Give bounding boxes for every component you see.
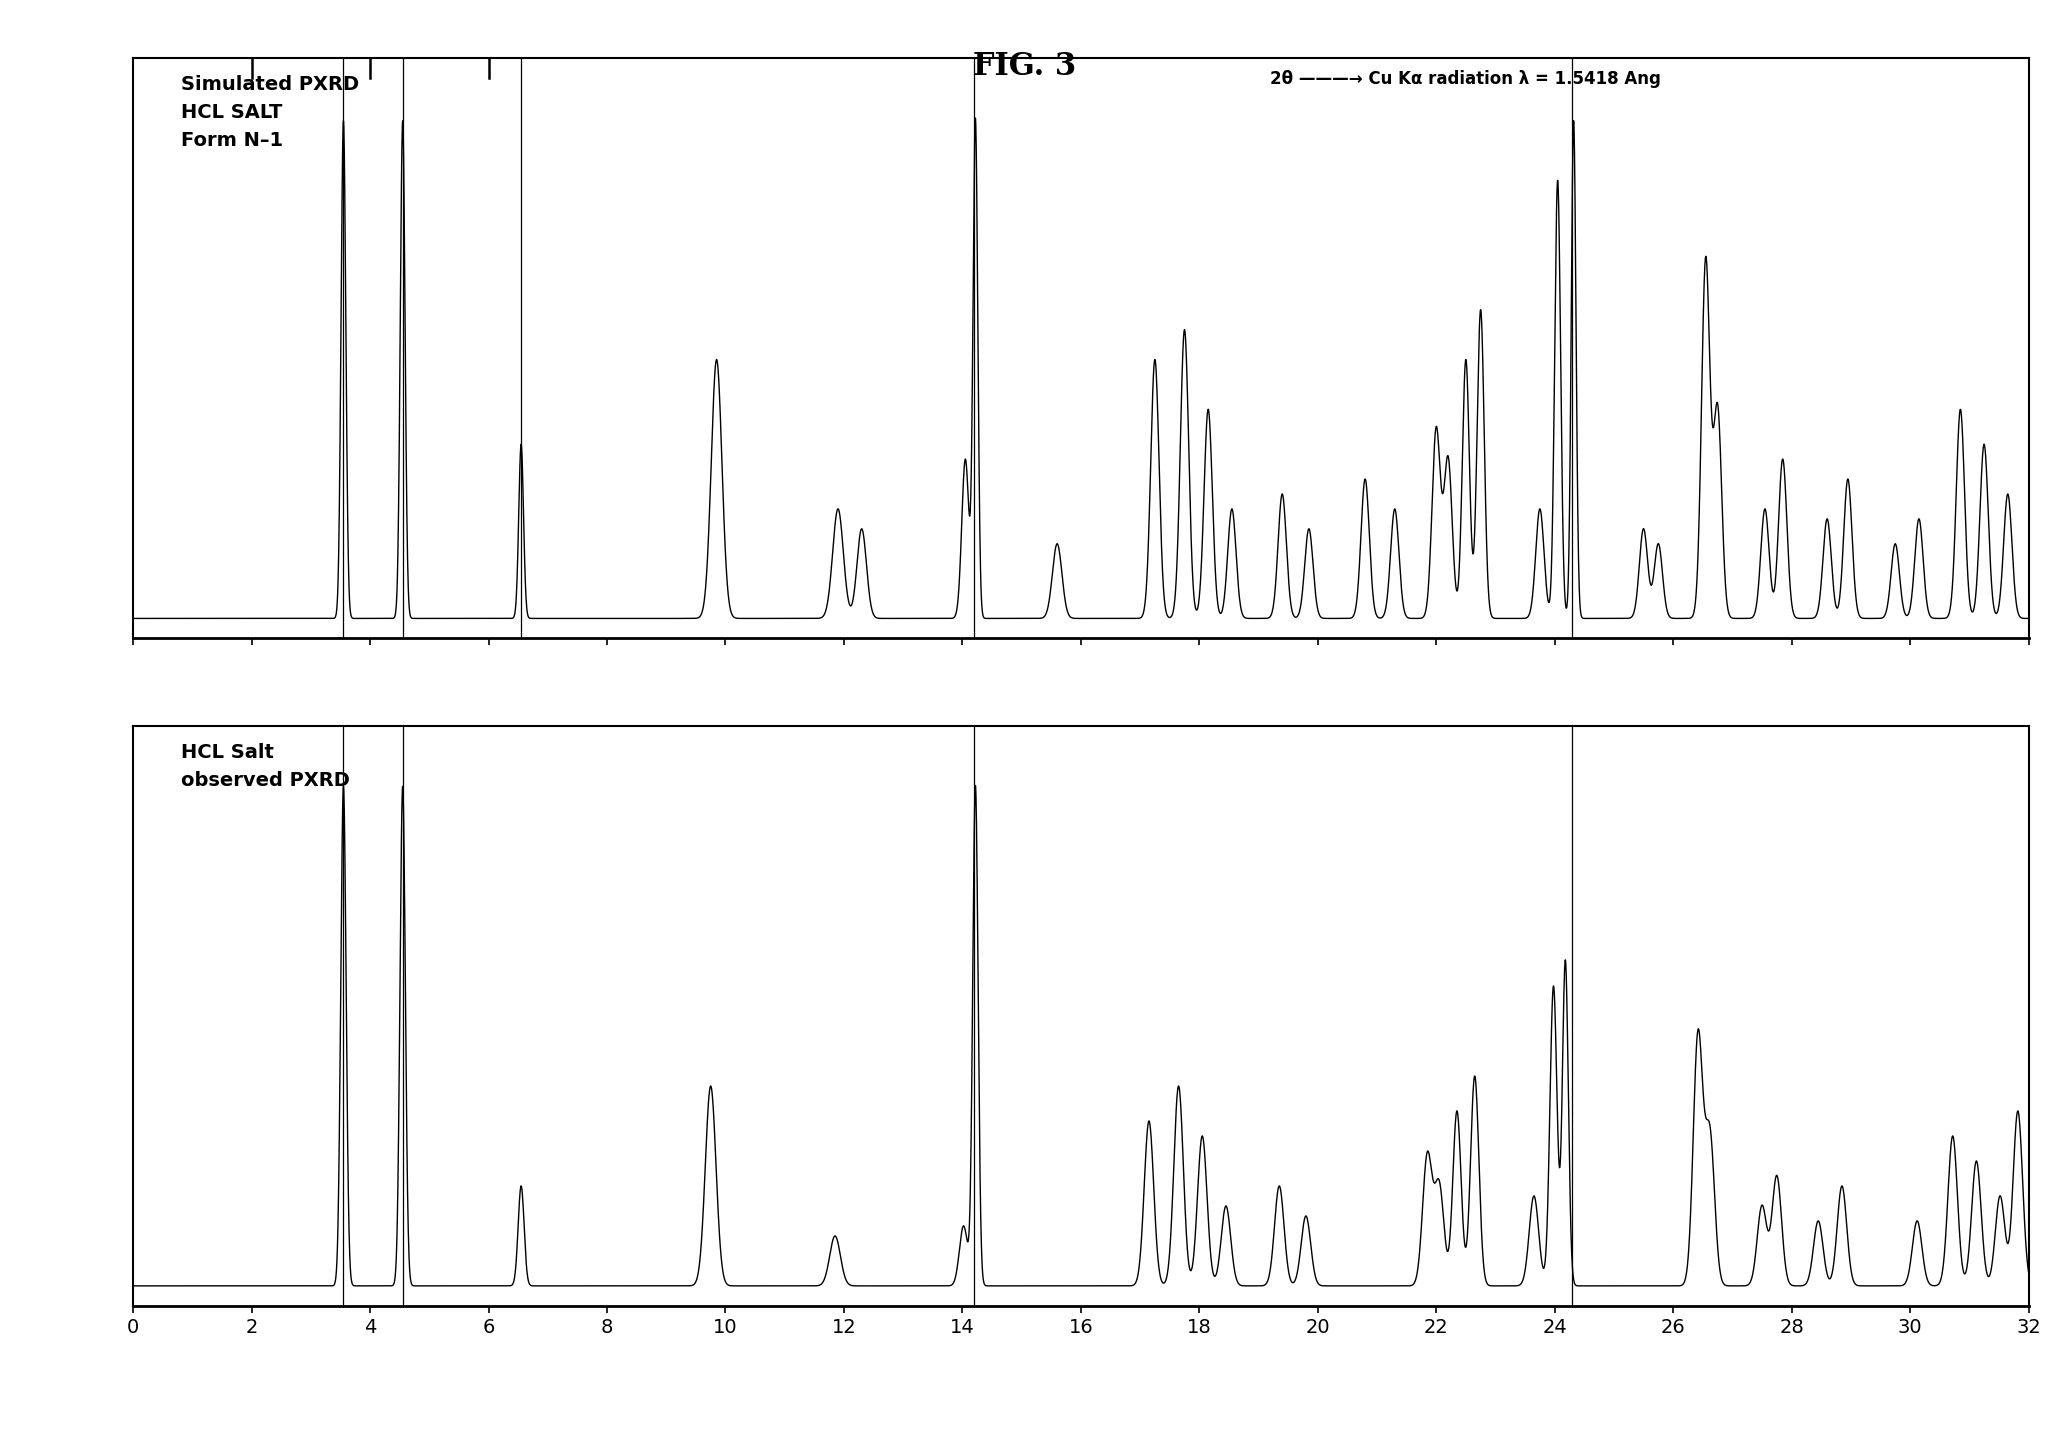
Text: HCL Salt
observed PXRD: HCL Salt observed PXRD bbox=[180, 743, 350, 789]
Text: 2θ ———→ Cu Kα radiation λ = 1.5418 Ang: 2θ ———→ Cu Kα radiation λ = 1.5418 Ang bbox=[1270, 70, 1662, 87]
Text: FIG. 3: FIG. 3 bbox=[973, 51, 1076, 81]
Text: Simulated PXRD
HCL SALT
Form N–1: Simulated PXRD HCL SALT Form N–1 bbox=[180, 75, 359, 151]
